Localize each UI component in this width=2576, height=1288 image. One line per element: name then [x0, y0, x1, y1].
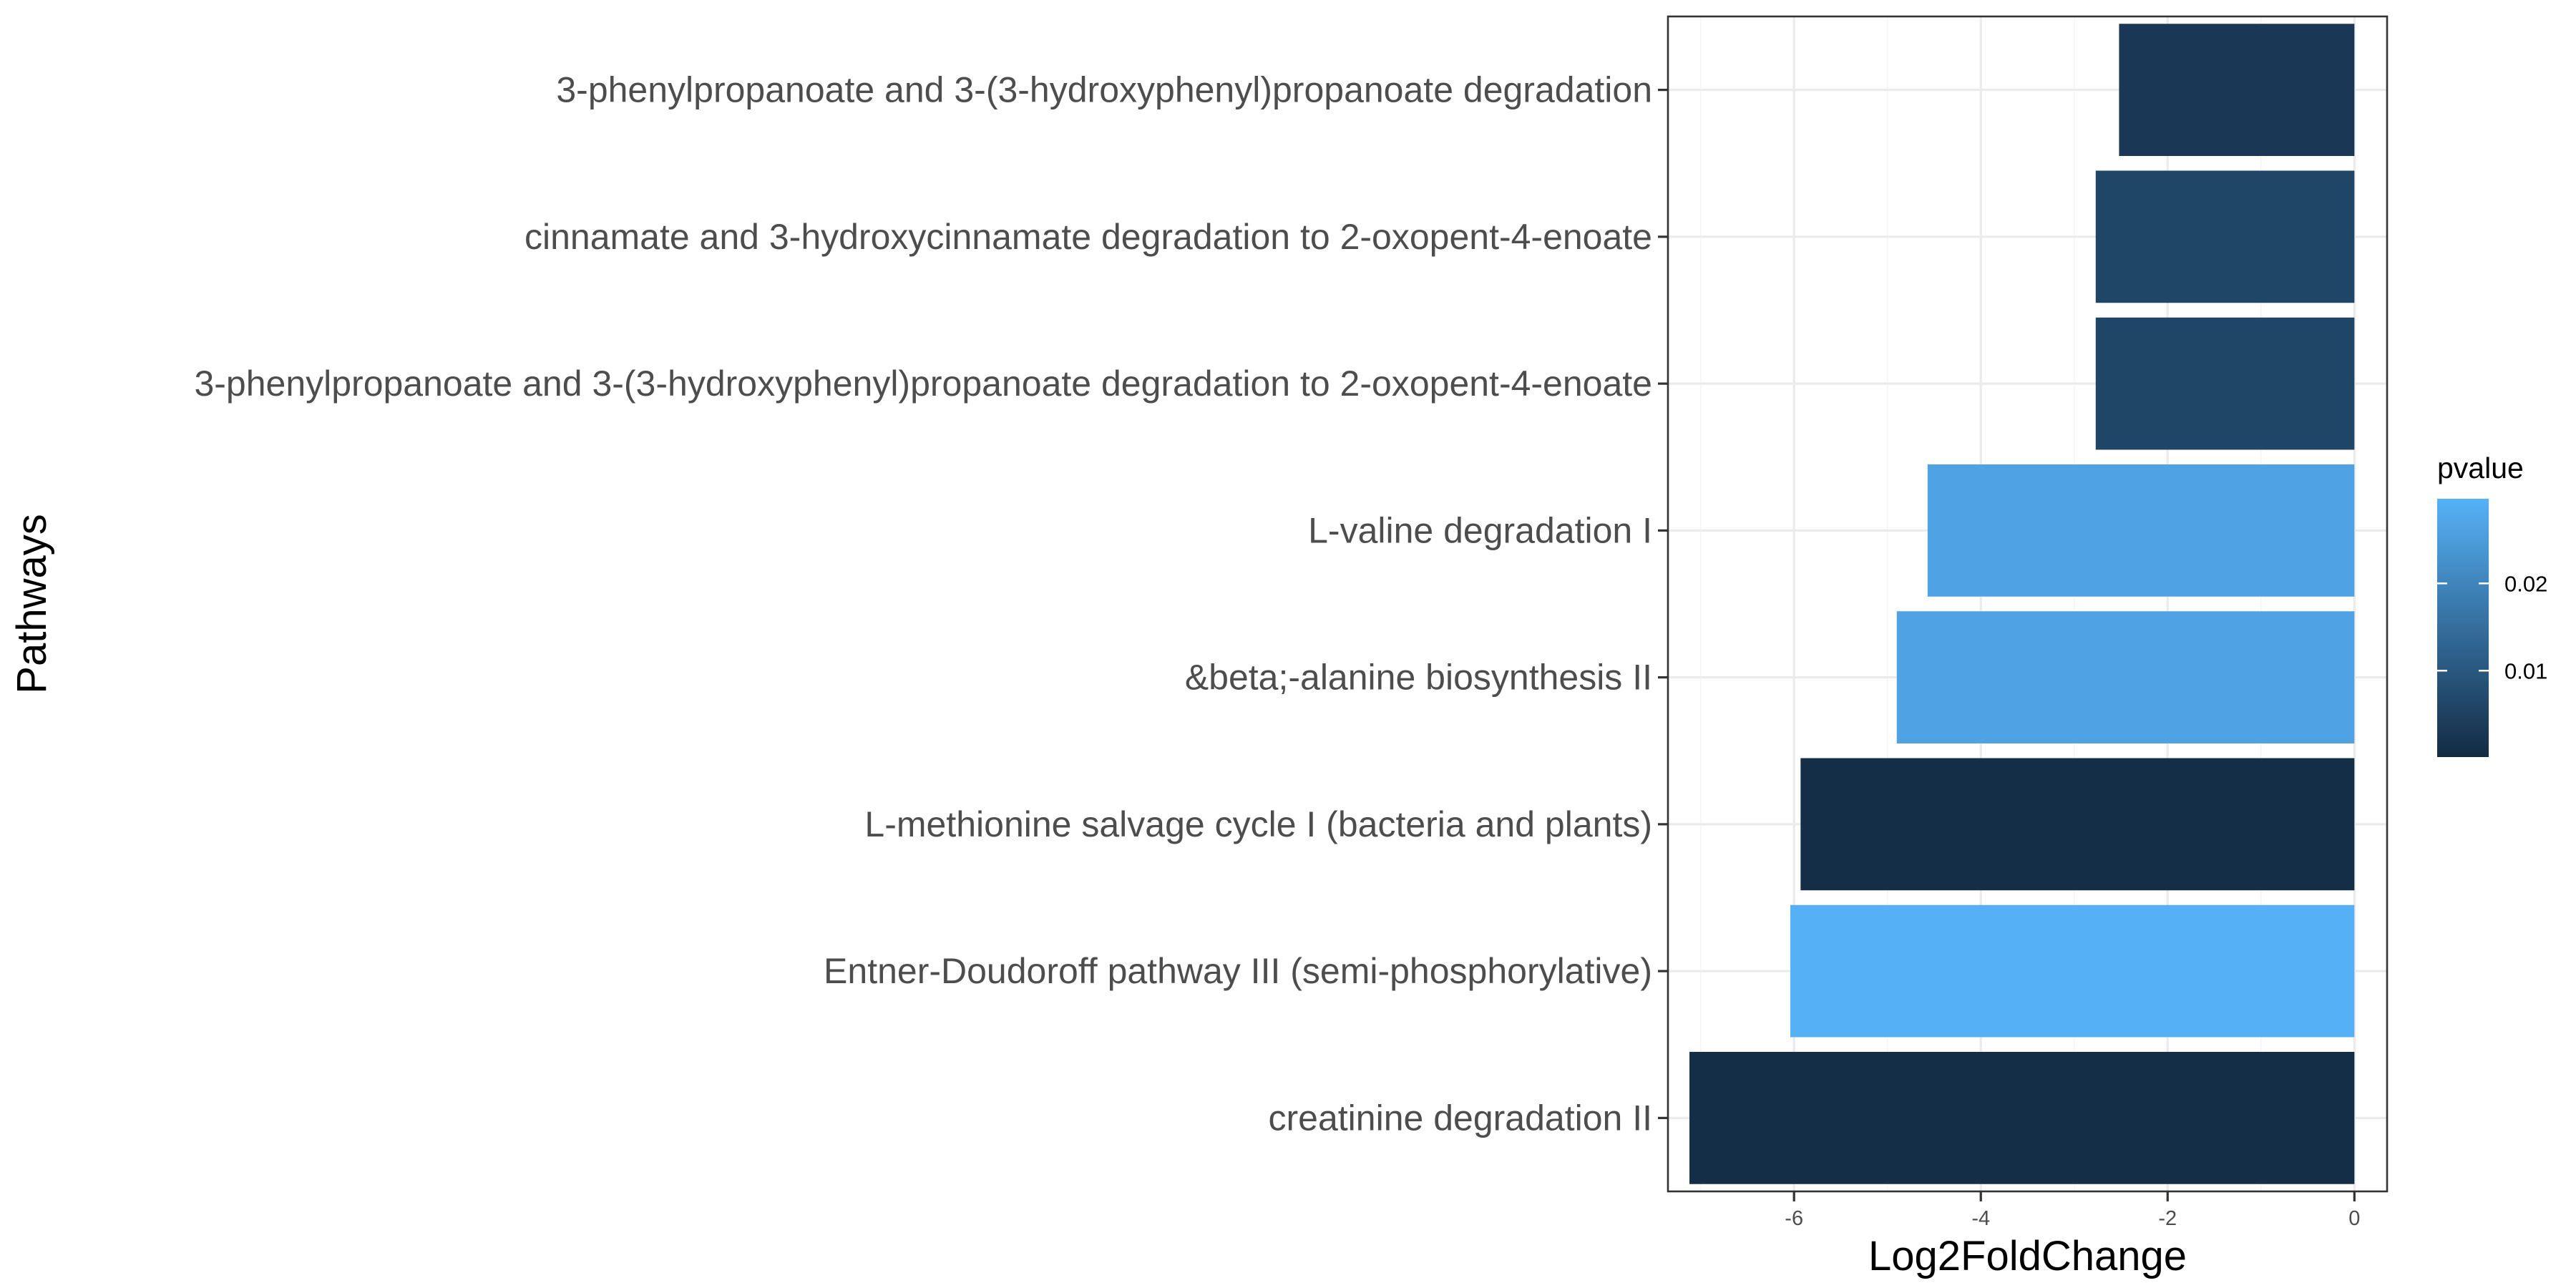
bar: [1790, 904, 2355, 1038]
y-axis-title: Pathways: [9, 514, 55, 693]
category-label: L-methionine salvage cycle I (bacteria a…: [864, 804, 1652, 844]
x-tick-label: 0: [2348, 1207, 2360, 1230]
bar: [1896, 611, 2355, 743]
legend-tick-label: 0.01: [2504, 658, 2547, 683]
x-axis: -6 -4 -2 0: [1785, 1191, 2360, 1230]
legend: pvalue 0.01 0.02: [2437, 452, 2547, 757]
x-tick-label: -6: [1785, 1207, 1803, 1230]
category-label: Entner-Doudoroff pathway III (semi-phosp…: [824, 951, 1652, 991]
bar: [1927, 464, 2355, 597]
bar: [1800, 758, 2355, 891]
category-label: cinnamate and 3-hydroxycinnamate degrada…: [525, 217, 1652, 257]
x-tick-label: -4: [1971, 1207, 1990, 1230]
bars: [1689, 24, 2355, 1184]
category-label: creatinine degradation II: [1269, 1098, 1652, 1138]
legend-tick-label: 0.02: [2504, 571, 2547, 596]
legend-ticks: 0.01 0.02: [2437, 571, 2547, 683]
category-label: L-valine degradation I: [1308, 510, 1652, 550]
plot-panel-border: [1667, 15, 2389, 1193]
bar: [2119, 24, 2355, 156]
x-tick-label: -2: [2158, 1207, 2177, 1230]
category-label: &beta;-alanine biosynthesis II: [1185, 658, 1652, 698]
bar: [1689, 1052, 2355, 1184]
legend-colorbar: [2437, 499, 2489, 757]
x-axis-title: Log2FoldChange: [1868, 1233, 2187, 1279]
bar: [2095, 317, 2355, 450]
bar: [2095, 170, 2355, 303]
y-axis: 3-phenylpropanoate and 3-(3-hydroxypheny…: [194, 70, 1668, 1138]
category-label: 3-phenylpropanoate and 3-(3-hydroxypheny…: [556, 70, 1652, 110]
legend-title: pvalue: [2437, 452, 2524, 484]
category-label: 3-phenylpropanoate and 3-(3-hydroxypheny…: [194, 364, 1652, 404]
